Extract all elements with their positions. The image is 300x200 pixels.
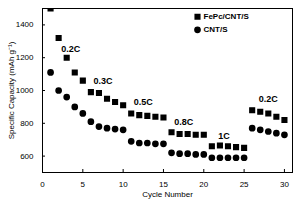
svg-text:30: 30: [280, 180, 289, 189]
svg-text:0.2C: 0.2C: [61, 44, 81, 54]
svg-text:0.2C: 0.2C: [259, 94, 279, 104]
svg-text:5: 5: [81, 180, 86, 189]
svg-text:20: 20: [199, 180, 208, 189]
svg-text:10: 10: [119, 180, 128, 189]
svg-text:0.8C: 0.8C: [174, 117, 194, 127]
svg-text:FePc/CNT/S: FePc/CNT/S: [204, 12, 250, 21]
svg-text:600: 600: [20, 152, 34, 161]
svg-text:1000: 1000: [16, 86, 34, 95]
svg-text:0.3C: 0.3C: [93, 76, 113, 86]
svg-text:Specific Capacity (mAh g⁻¹): Specific Capacity (mAh g⁻¹): [7, 41, 16, 139]
svg-text:25: 25: [240, 180, 249, 189]
svg-text:15: 15: [159, 180, 168, 189]
svg-text:0.5C: 0.5C: [134, 97, 154, 107]
svg-text:Cycle Number: Cycle Number: [142, 190, 193, 199]
svg-text:800: 800: [20, 119, 34, 128]
svg-text:CNT/S: CNT/S: [204, 25, 229, 34]
svg-text:1400: 1400: [16, 20, 34, 29]
svg-text:1C: 1C: [218, 131, 230, 141]
svg-text:0: 0: [40, 180, 45, 189]
svg-text:1200: 1200: [16, 53, 34, 62]
